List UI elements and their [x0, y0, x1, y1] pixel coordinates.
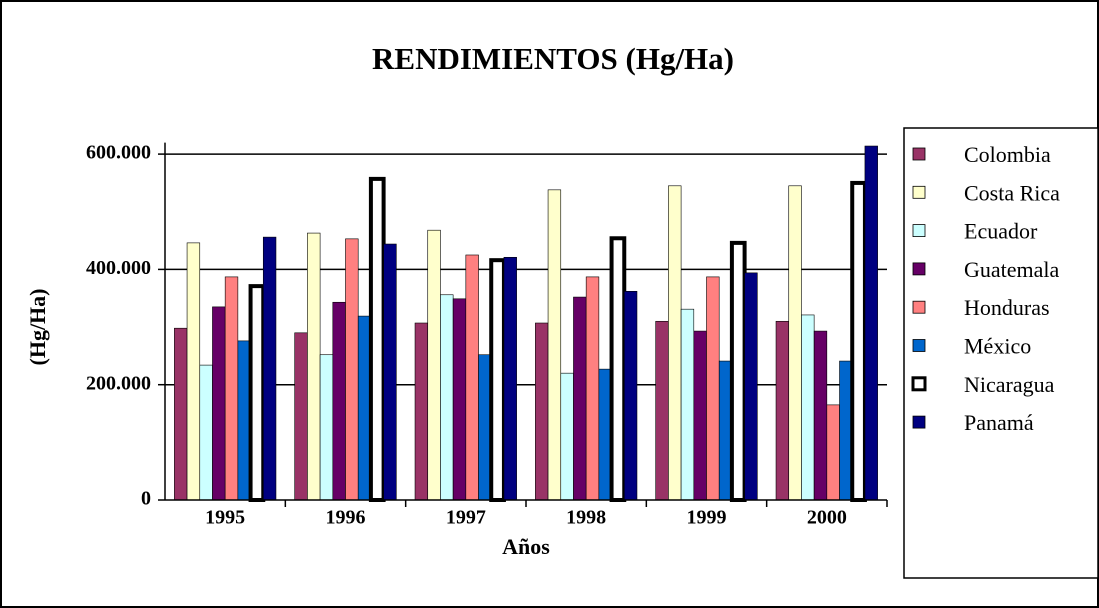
bar — [623, 291, 638, 501]
x-tick-label: 1999 — [687, 507, 727, 529]
bar — [186, 242, 201, 501]
legend-label: Guatemala — [964, 257, 1060, 282]
bar — [440, 294, 454, 501]
bar — [212, 306, 226, 501]
y-axis-title: (Hg/Ha) — [25, 289, 50, 366]
chart-title: RENDIMIENTOS (Hg/Ha) — [372, 41, 734, 76]
bar — [199, 364, 213, 501]
bar — [729, 240, 747, 502]
bar — [813, 330, 828, 501]
legend-box — [903, 127, 1099, 579]
bar — [368, 176, 386, 502]
bar — [345, 238, 359, 501]
y-tick-label: 0 — [141, 488, 151, 510]
bar — [680, 308, 695, 501]
y-tick-label: 600.000 — [86, 142, 151, 164]
bar — [788, 185, 802, 501]
bar — [535, 322, 549, 501]
bar — [744, 272, 758, 501]
bar — [332, 301, 346, 501]
legend-swatch — [912, 300, 926, 314]
bar — [294, 332, 308, 501]
x-tick-label: 1997 — [446, 507, 486, 529]
legend-label: Panamá — [964, 410, 1034, 435]
bar — [465, 254, 479, 501]
x-axis-title: Años — [502, 534, 550, 559]
bar — [775, 320, 790, 501]
legend-label: Honduras — [964, 295, 1050, 320]
legend-swatch — [912, 147, 926, 161]
bar — [503, 256, 517, 501]
legend-swatch — [912, 415, 926, 429]
bar — [826, 404, 840, 501]
bar — [693, 330, 707, 501]
legend-swatch — [912, 339, 926, 352]
x-tick-label: 1996 — [326, 507, 366, 529]
bar — [850, 180, 867, 503]
bar — [706, 276, 720, 501]
bar — [573, 296, 587, 501]
y-tick-label: 400.000 — [86, 257, 151, 279]
legend-swatch — [912, 185, 926, 199]
bar — [319, 354, 334, 501]
legend-swatch — [912, 224, 926, 238]
bar — [248, 284, 266, 502]
legend-label: Ecuador — [964, 219, 1038, 244]
bar — [224, 276, 239, 501]
bar — [262, 236, 277, 501]
legend-label: México — [964, 334, 1031, 359]
bar — [414, 322, 429, 501]
bar — [585, 276, 600, 501]
x-tick-label: 2000 — [807, 507, 847, 529]
bar — [427, 229, 441, 501]
y-tick-label: 200.000 — [86, 372, 151, 394]
bar — [547, 189, 562, 501]
x-tick-label: 1995 — [205, 507, 245, 529]
bar — [489, 258, 506, 502]
bar — [307, 232, 321, 501]
legend-label: Colombia — [964, 142, 1051, 167]
bar — [655, 320, 669, 501]
bar — [864, 145, 878, 501]
bar — [609, 236, 627, 502]
bar — [383, 243, 397, 501]
legend-label: Nicaragua — [964, 372, 1055, 397]
bar — [801, 314, 815, 501]
x-tick-label: 1998 — [566, 507, 606, 529]
legend-label: Costa Rica — [964, 180, 1060, 205]
bar — [174, 327, 188, 501]
bar — [452, 298, 467, 501]
legend-swatch — [911, 376, 927, 392]
legend-swatch — [912, 262, 926, 276]
bar — [560, 372, 574, 501]
bar — [668, 185, 682, 501]
